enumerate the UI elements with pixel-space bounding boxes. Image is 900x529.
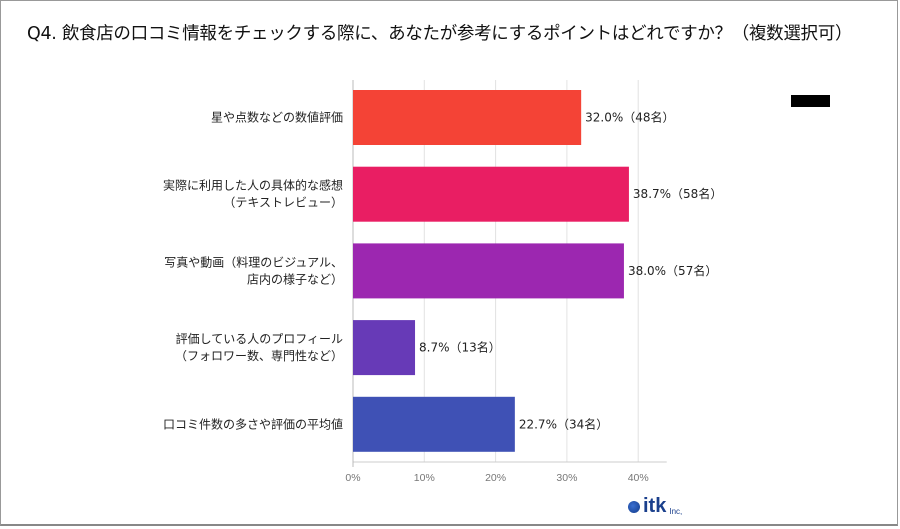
- x-tick-label: 20%: [485, 472, 506, 484]
- category-label: 実際に利用した人の具体的な感想: [163, 178, 343, 193]
- legend-redaction: [791, 95, 830, 107]
- bar: [353, 90, 582, 145]
- bar: [353, 243, 624, 299]
- category-label: （フォロワー数、専門性など）: [175, 348, 343, 363]
- bar: [353, 320, 416, 376]
- category-label: 店内の様子など）: [247, 272, 343, 286]
- category-label: 口コミ件数の多さや評価の平均値: [163, 416, 343, 431]
- chart-title: Q4. 飲食店の口コミ情報をチェックする際に、あなたが参考にするポイントはどれで…: [27, 24, 853, 44]
- x-tick-label: 10%: [414, 472, 435, 484]
- data-label: 38.0%（57名）: [628, 263, 717, 278]
- logo-text: itk: [643, 495, 667, 517]
- itk-logo: itk Inc,: [628, 496, 682, 516]
- bar: [353, 166, 629, 222]
- globe-icon: [628, 501, 640, 513]
- category-label: 写真や動画（料理のビジュアル、: [164, 255, 343, 269]
- category-label: （テキストレビュー）: [223, 196, 343, 210]
- category-label: 星や点数などの数値評価: [211, 110, 343, 125]
- category-label: 評価している人のプロフィール: [176, 331, 343, 346]
- data-label: 22.7%（34名）: [519, 416, 608, 431]
- bar: [353, 396, 515, 452]
- x-tick-label: 0%: [345, 472, 360, 484]
- x-tick-label: 30%: [556, 472, 577, 484]
- data-label: 8.7%（13名）: [419, 340, 501, 355]
- data-label: 38.7%（58名）: [633, 186, 722, 201]
- logo-suffix: Inc,: [669, 507, 683, 516]
- x-tick-label: 40%: [628, 472, 649, 484]
- data-label: 32.0%（48名）: [585, 110, 674, 125]
